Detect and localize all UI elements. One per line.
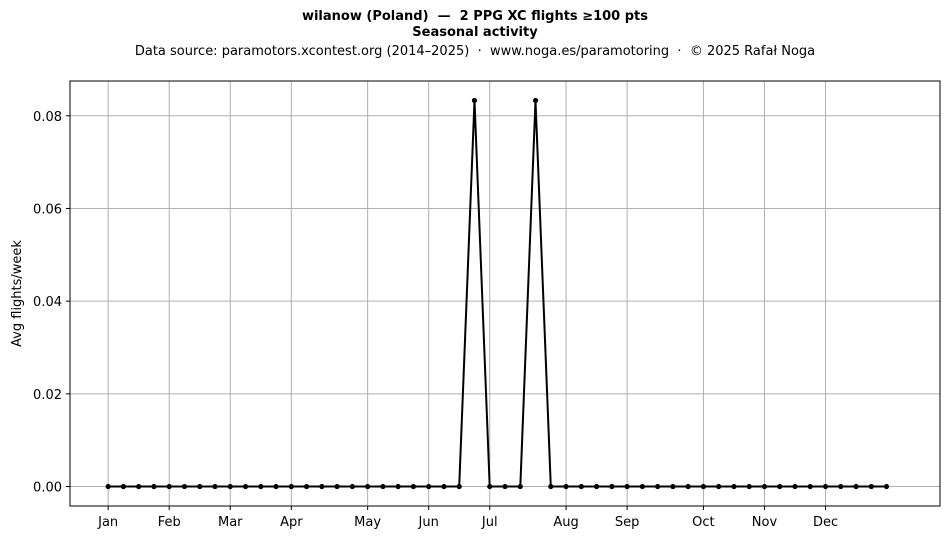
plot-frame	[69, 80, 941, 507]
data-point	[471, 97, 478, 104]
data-point	[868, 483, 874, 490]
data-point	[670, 483, 676, 490]
data-point	[639, 483, 645, 490]
x-tick-label: Feb	[158, 515, 181, 530]
x-tick-label: May	[354, 515, 381, 530]
data-point	[456, 483, 462, 490]
data-point	[563, 483, 569, 490]
chart-title: wilanow (Poland) — 2 PPG XC flights ≥100…	[301, 9, 649, 24]
data-point	[426, 483, 432, 490]
data-point	[303, 483, 310, 490]
data-point	[441, 483, 447, 490]
y-tick-label: 0.04	[33, 295, 62, 310]
data-point	[883, 483, 890, 490]
y-tick-label: 0.06	[33, 202, 62, 217]
data-point	[777, 483, 783, 490]
y-axis-label: Avg flights/week	[10, 240, 25, 347]
data-point	[288, 483, 294, 490]
x-tick-label: Jun	[418, 515, 439, 530]
data-point	[181, 483, 188, 490]
data-point	[105, 483, 111, 490]
data-point	[319, 483, 325, 490]
data-point	[151, 483, 157, 490]
grid-lines	[70, 81, 940, 506]
data-point	[838, 483, 844, 490]
data-point	[212, 483, 218, 490]
data-point	[731, 483, 737, 490]
x-tick-label: Jul	[481, 515, 498, 530]
data-point	[853, 483, 859, 490]
data-point	[166, 483, 172, 490]
x-tick-label: Oct	[692, 515, 714, 530]
data-point	[380, 483, 386, 490]
x-tick-label: Dec	[813, 515, 838, 530]
chart-subtitle-bold: Seasonal activity	[412, 25, 538, 40]
x-tick-label: Sep	[615, 515, 640, 530]
axis-ticks: Jan Feb Mar Apr May Jun Jul Aug Sep Oct Nov Dec 0.00…	[33, 110, 838, 530]
data-point	[227, 483, 233, 490]
data-point	[593, 483, 600, 490]
x-tick-label: Jan	[97, 515, 118, 530]
data-point	[700, 483, 707, 490]
data-point	[273, 483, 279, 490]
data-point	[410, 483, 417, 490]
x-tick-label: Aug	[553, 515, 578, 530]
series-group	[105, 97, 890, 490]
data-point	[548, 483, 554, 490]
data-point	[365, 483, 371, 490]
x-tick-label: Apr	[280, 515, 303, 530]
y-tick-label: 0.08	[33, 110, 62, 125]
data-point	[258, 483, 264, 490]
data-point	[624, 483, 630, 490]
data-point	[792, 483, 798, 490]
data-point	[822, 483, 829, 490]
data-point	[716, 483, 722, 490]
data-point	[807, 483, 813, 490]
data-point	[349, 483, 355, 490]
data-point	[655, 483, 661, 490]
data-point	[120, 483, 127, 490]
data-point	[761, 483, 768, 490]
data-point	[334, 483, 340, 490]
data-point	[197, 483, 203, 490]
data-point	[532, 97, 539, 104]
data-point	[685, 483, 691, 490]
y-tick-label: 0.00	[33, 481, 62, 496]
data-point	[395, 483, 401, 490]
chart-title-block: wilanow (Poland) — 2 PPG XC flights ≥100…	[0, 9, 950, 60]
data-point	[487, 483, 493, 490]
data-point	[609, 483, 615, 490]
data-point	[242, 483, 249, 490]
data-point	[502, 483, 508, 490]
data-point	[136, 483, 142, 490]
chart-data-source: Data source: paramotors.xcontest.org (20…	[134, 44, 816, 59]
x-tick-label: Nov	[752, 515, 778, 530]
series-line	[108, 99, 887, 488]
y-tick-label: 0.02	[33, 388, 62, 403]
x-tick-label: Mar	[218, 515, 243, 530]
data-point	[746, 483, 752, 490]
data-point	[578, 483, 584, 490]
data-point	[517, 483, 523, 490]
